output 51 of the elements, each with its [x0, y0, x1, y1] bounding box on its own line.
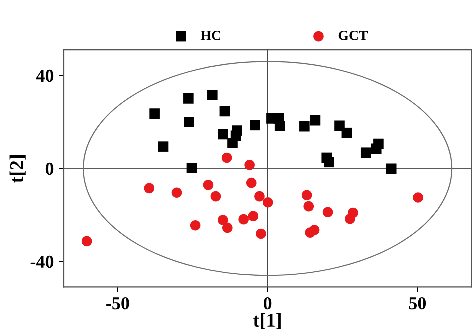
y-axis-title: t[2] [10, 156, 26, 183]
point [342, 128, 352, 138]
point [218, 215, 228, 226]
legend-label: GCT [338, 31, 368, 40]
point [186, 163, 198, 174]
y-tick-label: -40 [30, 256, 54, 268]
point [150, 108, 160, 119]
point [220, 106, 230, 117]
point [218, 129, 228, 140]
point [82, 236, 92, 247]
point [246, 178, 257, 188]
point [210, 191, 222, 202]
point [374, 138, 384, 150]
y-tick-label: 40 [36, 70, 54, 82]
point [144, 183, 155, 194]
point [158, 142, 169, 152]
point [248, 211, 259, 222]
point [262, 197, 274, 208]
point [222, 222, 233, 234]
point [208, 90, 218, 100]
point [184, 94, 194, 104]
point [274, 120, 286, 132]
point [386, 164, 397, 174]
point [203, 180, 214, 190]
point [413, 192, 424, 203]
point [302, 190, 312, 201]
point [172, 188, 182, 198]
point [324, 157, 334, 168]
point [190, 220, 201, 231]
point [300, 121, 310, 132]
point [304, 201, 314, 212]
x-axis-title: t[1] [254, 313, 281, 330]
point [184, 117, 194, 128]
legend-label: HC [200, 31, 220, 40]
point [222, 152, 232, 164]
x-tick-label: 50 [409, 297, 426, 310]
y-tick-label: 0 [46, 162, 54, 176]
point [345, 214, 356, 224]
point [244, 160, 255, 170]
x-tick-label: 0 [264, 297, 272, 310]
x-tick-label: -50 [106, 297, 130, 310]
point [254, 191, 265, 202]
point [250, 120, 260, 131]
point [322, 207, 334, 218]
point [310, 115, 321, 126]
point [334, 120, 345, 132]
point [228, 138, 238, 148]
point [309, 225, 320, 236]
point [256, 228, 266, 240]
point [360, 148, 372, 158]
point [238, 214, 249, 225]
